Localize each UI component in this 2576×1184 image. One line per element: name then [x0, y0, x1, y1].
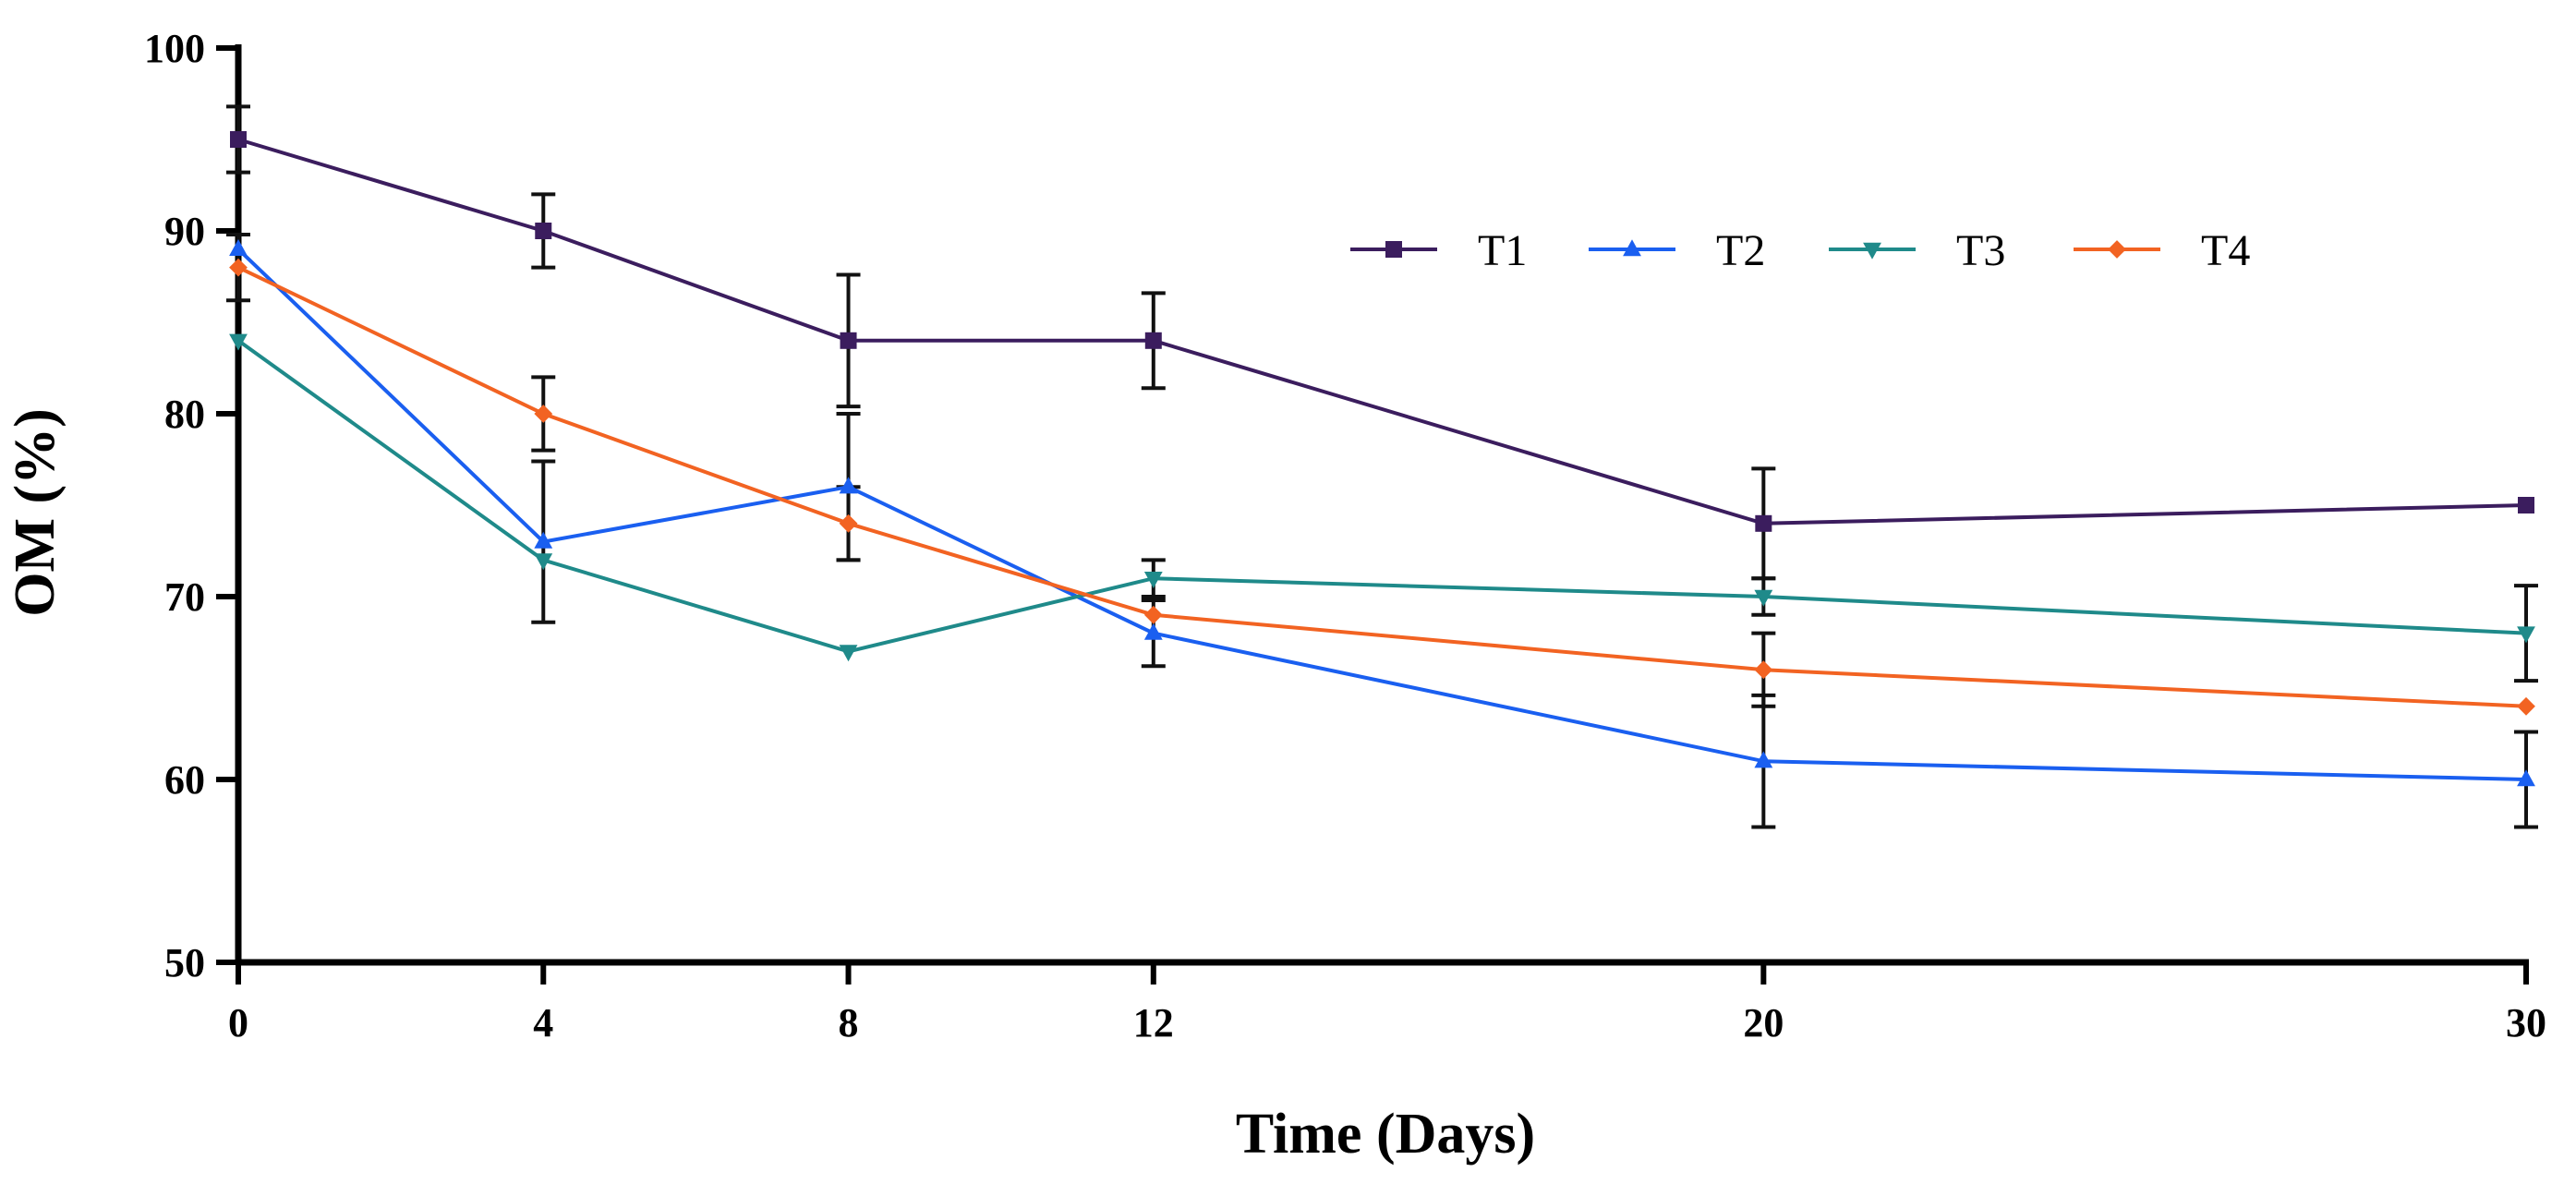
x-axis-title: Time (Days): [1236, 1103, 1535, 1166]
legend-marker-t1: [1385, 241, 1402, 258]
legend-item-t1: T1: [1350, 226, 1527, 275]
y-tick-label: 50: [164, 940, 205, 985]
t2-point: [229, 239, 248, 256]
legend: T1 T2 T3 T4: [1350, 226, 2250, 275]
t4-point: [1143, 605, 1163, 624]
y-tick-label: 80: [164, 392, 205, 437]
t1-point: [840, 332, 857, 349]
t3-point: [229, 333, 248, 351]
x-tick-label: 4: [533, 1000, 553, 1045]
t2-point: [534, 531, 553, 549]
t1-point: [535, 223, 552, 239]
t4-point: [839, 513, 858, 533]
t4-point: [534, 405, 553, 423]
tick-labels: 50 60 70 80 90 100 0 4 8 12 20 30: [144, 26, 2546, 1045]
x-tick-label: 20: [1743, 1000, 1784, 1045]
y-axis-title: OM (%): [4, 408, 67, 617]
legend-item-t3: T3: [1829, 226, 2005, 275]
t2-point: [1754, 751, 1773, 768]
t4-point: [2517, 696, 2535, 716]
x-tick-label: 8: [839, 1000, 859, 1045]
t4-point: [1754, 660, 1773, 680]
legend-item-t4: T4: [2074, 226, 2250, 275]
y-tick-label: 90: [164, 209, 205, 254]
x-tick-label: 0: [228, 1000, 248, 1045]
t3-point: [2517, 626, 2535, 644]
x-tick-label: 30: [2506, 1000, 2546, 1045]
y-tick-label: 70: [164, 574, 205, 620]
t3-line: [236, 339, 2527, 654]
t2-point: [1143, 622, 1163, 640]
legend-label-t3: T3: [1956, 226, 2005, 275]
plot-area: [226, 104, 2538, 829]
t1-point: [1755, 514, 1772, 532]
legend-marker-t4: [2108, 240, 2126, 259]
t3-point: [1754, 589, 1773, 607]
legend-marker-t2: [1623, 239, 1641, 257]
legend-label-t1: T1: [1478, 226, 1527, 275]
t4-line: [237, 265, 2527, 708]
y-tick-label: 100: [144, 26, 205, 71]
t3-point: [1143, 572, 1163, 588]
y-tick-label: 60: [164, 757, 205, 803]
legend-label-t4: T4: [2201, 226, 2250, 275]
t3-point: [534, 553, 553, 571]
t3-point: [839, 645, 858, 662]
t2-line: [236, 248, 2527, 781]
t1-point: [1144, 332, 1162, 349]
legend-marker-t3: [1863, 242, 1881, 260]
t2-point: [839, 477, 858, 494]
axes: [216, 44, 2529, 985]
legend-label-t2: T2: [1716, 226, 1765, 275]
x-tick-label: 12: [1133, 1000, 1174, 1045]
t4-point: [229, 258, 248, 277]
legend-item-t2: T2: [1589, 226, 1765, 275]
t1-point: [230, 131, 247, 148]
t2-point: [2517, 769, 2535, 787]
t1-point: [2518, 497, 2534, 513]
t1-line: [237, 138, 2527, 526]
